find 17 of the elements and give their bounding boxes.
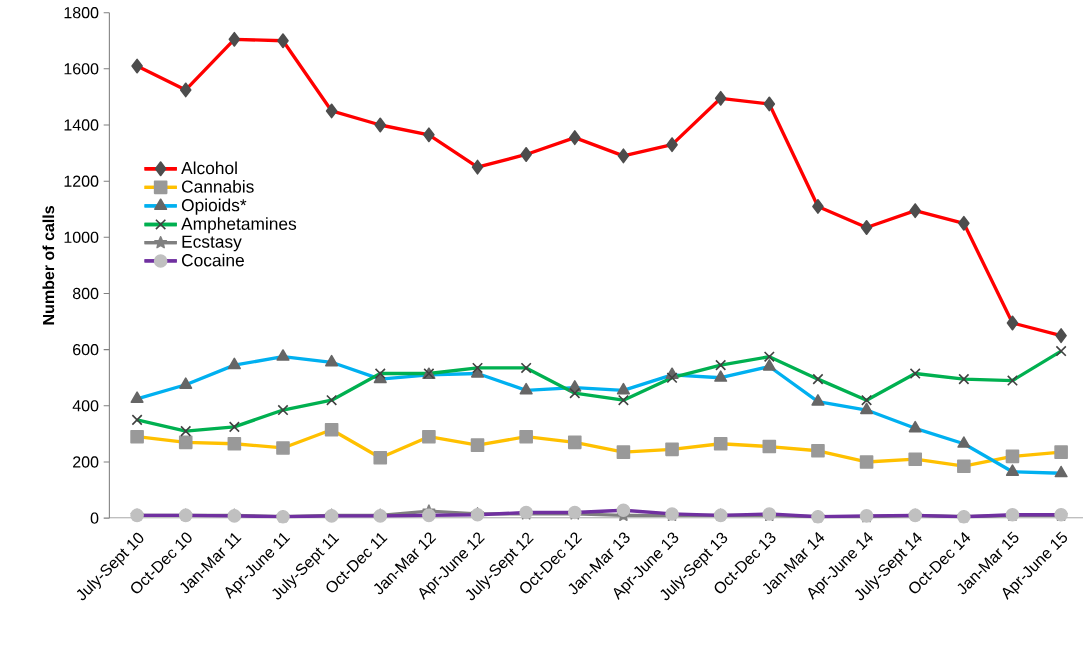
legend-label: Alcohol [181,161,237,175]
y-tick-label: 1600 [64,63,99,75]
y-tick-label: 1200 [64,175,99,187]
legend-label: Cocaine [181,253,244,267]
legend-label: Amphetamines [181,217,297,234]
legend-label: Opioids* [181,198,247,215]
legend-label: Cannabis [181,179,254,193]
y-tick-label: 1400 [64,119,99,131]
y-tick-label: 1800 [64,6,99,19]
y-tick-label: 1000 [64,231,99,243]
y-tick-label: 400 [72,400,99,412]
y-axis-title: Number of calls [42,205,55,325]
legend-label: Ecstasy [182,235,242,252]
y-tick-label: 200 [73,456,99,468]
y-tick-label: 0 [90,512,99,524]
y-tick-label: 600 [73,343,99,356]
y-tick-label: 800 [72,287,99,300]
